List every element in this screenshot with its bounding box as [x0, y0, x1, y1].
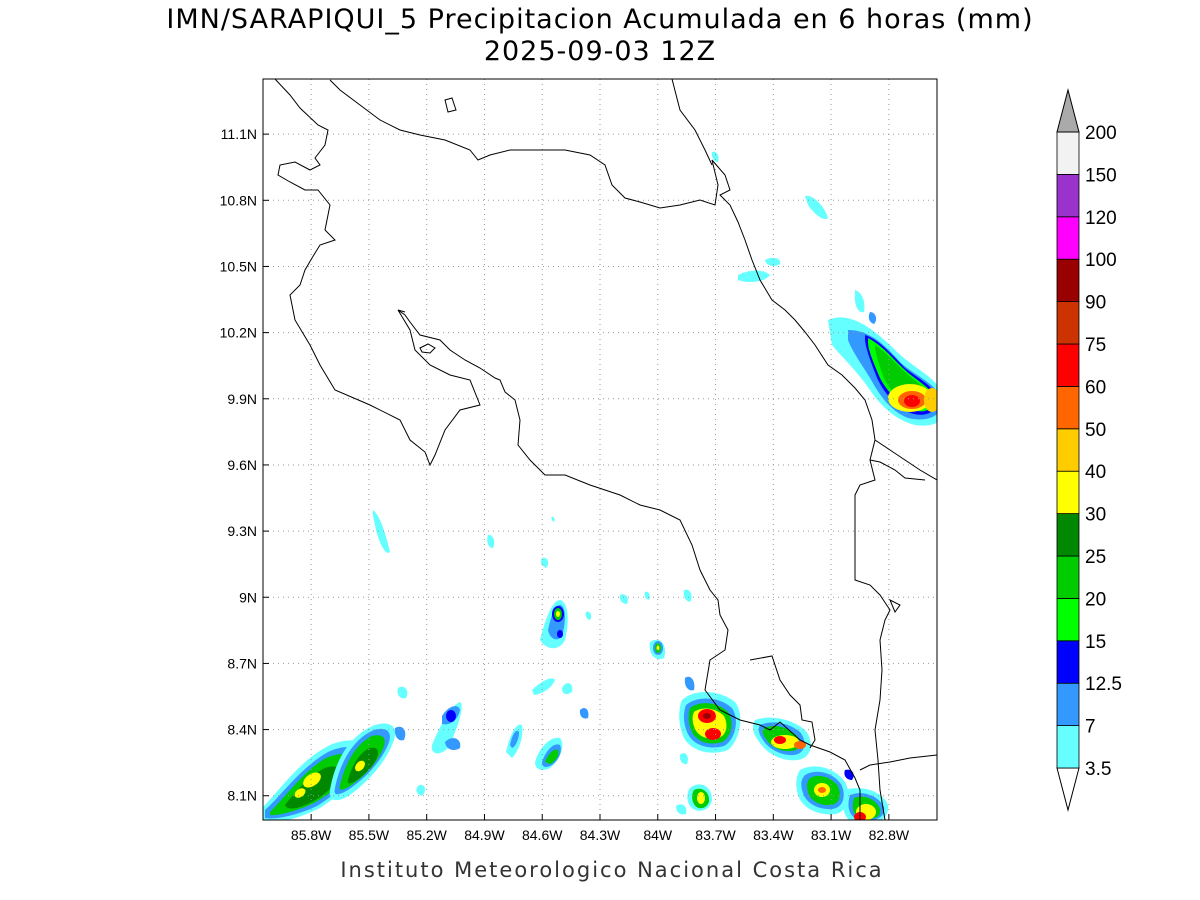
- lat-tick-label: 8.7N: [227, 655, 257, 671]
- colorbar-level-label: 75: [1085, 335, 1106, 356]
- lat-tick-label: 9.9N: [227, 391, 257, 407]
- lat-tick-label: 9N: [239, 589, 257, 605]
- nicoya-peninsula-west: [397, 309, 406, 313]
- colorbar-level-label: 20: [1085, 589, 1106, 610]
- lat-tick-label: 10.5N: [220, 258, 257, 274]
- panama-border-north: [854, 439, 891, 820]
- colorbar-segment: [1056, 428, 1080, 472]
- lat-tick-label: 11.1N: [221, 126, 257, 142]
- precip-cell-caribbean-ne: [828, 290, 937, 426]
- coastline-and-borders: [274, 79, 937, 820]
- colorbar-segment: [1056, 682, 1080, 727]
- precip-cell-southwest-pacific: [263, 510, 495, 820]
- map-title: IMN/SARAPIQUI_5 Precipitacion Acumulada …: [166, 4, 1033, 35]
- colorbar-level-label: 3.5: [1085, 759, 1111, 780]
- latitude-tick-labels: 11.1N 10.8N 10.5N 10.2N 9.9N 9.6N 9.3N 9N 8.7N 8.…: [220, 126, 269, 804]
- colorbar-segment: [1056, 216, 1080, 260]
- colorbar-level-label: 50: [1085, 420, 1106, 441]
- panama-small-island: [889, 598, 901, 614]
- golfo-dulce: [749, 655, 816, 749]
- colorbar-segment: [1056, 258, 1080, 303]
- map-subtitle-date: 2025-09-03 12Z: [484, 36, 716, 67]
- colorbar-level-label: 30: [1085, 505, 1106, 526]
- lon-tick-label: 85.2W: [406, 827, 447, 843]
- lon-tick-label: 84.3W: [580, 827, 621, 843]
- lat-tick-label: 10.2N: [220, 325, 257, 341]
- colorbar-segment: [1056, 173, 1080, 218]
- colorbar-segment: [1056, 470, 1080, 515]
- colorbar-level-label: 120: [1085, 208, 1117, 229]
- lat-tick-label: 8.1N: [227, 788, 257, 804]
- colorbar-segment: [1056, 385, 1080, 430]
- precip-cell-central: [506, 516, 692, 770]
- gulf-nicoya-island: [419, 343, 436, 354]
- lake-nicaragua-shore: [444, 97, 457, 113]
- panama-inland-region: [869, 459, 926, 481]
- colorbar-level-label: 15: [1085, 632, 1106, 653]
- colorbar-segment: [1056, 131, 1080, 175]
- colorbar-level-label: 100: [1085, 250, 1117, 271]
- colorbar-segment: [1056, 640, 1080, 684]
- grid-lines: [263, 79, 937, 820]
- precipitation-field: [263, 151, 937, 820]
- colorbar-level-label: 25: [1085, 547, 1106, 568]
- colorbar-level-label: 12.5: [1085, 674, 1122, 695]
- lon-tick-label: 85.8W: [291, 827, 332, 843]
- lon-tick-label: 83.4W: [753, 827, 794, 843]
- longitude-tick-labels: 85.8W 85.5W 85.2W 84.9W 84.6W 84.3W 84W 83.7W 83…: [291, 814, 910, 843]
- colorbar-level-label: 150: [1085, 165, 1117, 186]
- colorbar-legend: 3.5 7 12.5 15 20 25 30 40 50 60 75 90 100 120 150 200: [1056, 88, 1122, 812]
- border-line: [671, 79, 713, 166]
- footer-credit: Instituto Meteorologico Nacional Costa R…: [340, 858, 883, 882]
- colorbar-segment: [1056, 555, 1080, 599]
- lon-tick-label: 84W: [643, 827, 673, 843]
- lat-tick-label: 9.3N: [227, 523, 257, 539]
- colorbar-level-label: 90: [1085, 293, 1106, 314]
- colorbar-level-label: 60: [1085, 377, 1106, 398]
- colorbar-level-label: 40: [1085, 462, 1106, 483]
- colorbar-segment: [1056, 301, 1080, 345]
- lat-tick-label: 10.8N: [220, 192, 257, 208]
- colorbar-upper-arrow: [1056, 88, 1080, 133]
- colorbar-segment: [1056, 725, 1080, 769]
- panama-pacific-coast: [859, 754, 937, 771]
- lon-tick-label: 83.1W: [811, 827, 852, 843]
- colorbar-level-label: 7: [1085, 717, 1096, 738]
- colorbar-segment: [1056, 598, 1080, 642]
- caribbean-coast: [329, 79, 937, 481]
- colorbar-segment: [1056, 343, 1080, 387]
- precip-cell-south-pacific: [676, 676, 889, 820]
- lat-tick-label: 9.6N: [227, 457, 257, 473]
- lon-tick-label: 82.8W: [869, 827, 910, 843]
- lon-tick-label: 85.5W: [349, 827, 390, 843]
- colorbar-lower-arrow: [1056, 767, 1080, 812]
- lon-tick-label: 84.9W: [464, 827, 505, 843]
- lon-tick-label: 83.7W: [695, 827, 736, 843]
- nicaragua-border-coast: [274, 79, 861, 820]
- lon-tick-label: 84.6W: [522, 827, 563, 843]
- colorbar-segment: [1056, 513, 1080, 557]
- colorbar-level-label: 200: [1085, 123, 1117, 144]
- lat-tick-label: 8.4N: [227, 722, 257, 738]
